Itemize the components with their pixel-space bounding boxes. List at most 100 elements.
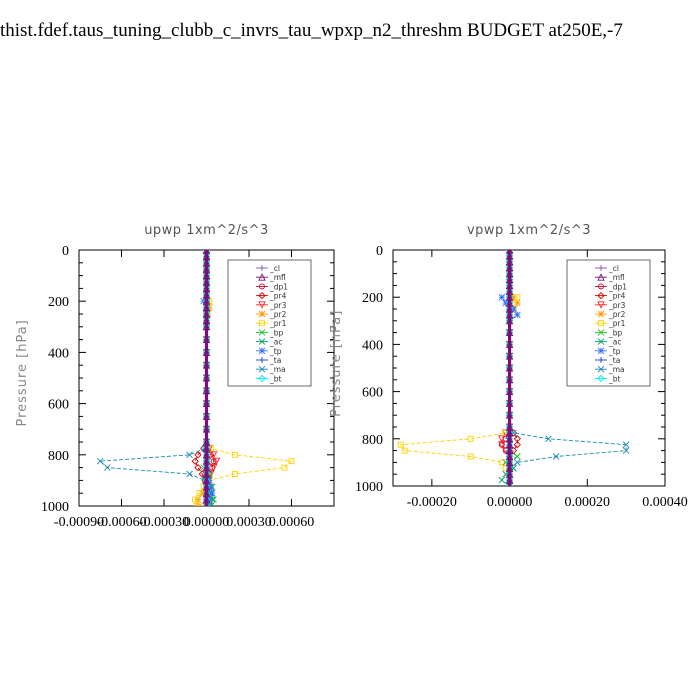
x-tick-label: 0.00000 <box>487 495 533 510</box>
x-tick-label: -0.00090 <box>54 515 104 530</box>
legend-marker <box>258 310 266 318</box>
series-point <box>202 386 211 395</box>
series-point <box>209 451 218 459</box>
legend-label: _pr1 <box>269 319 287 328</box>
series-point <box>202 502 211 506</box>
y-tick-label: 600 <box>48 398 69 413</box>
series-point <box>502 299 510 307</box>
series-point <box>203 502 210 506</box>
series-point <box>505 316 514 325</box>
series-point <box>498 459 505 466</box>
legend-marker <box>597 365 605 373</box>
legend-label: _pr2 <box>608 310 626 319</box>
series-point <box>514 311 521 319</box>
legend-label: _pr2 <box>269 310 287 319</box>
legend-label: _tp <box>608 347 621 356</box>
series-point <box>545 435 552 443</box>
legend-marker <box>258 291 266 300</box>
series-point <box>281 464 288 471</box>
series-mfl <box>202 250 211 506</box>
legend-label: _ma <box>608 365 625 374</box>
y-tick-label: 200 <box>48 295 69 310</box>
series-point <box>196 490 203 497</box>
series-point <box>202 412 211 420</box>
x-tick-label: -0.00020 <box>407 495 457 510</box>
series-point <box>505 375 514 384</box>
series-line <box>399 250 518 486</box>
y-axis-label: Pressure [hPa] <box>329 310 344 417</box>
series-point <box>622 447 630 454</box>
legend-marker <box>598 283 604 290</box>
series-point <box>186 470 193 478</box>
panel-title: upwp 1xm^2/s^3 <box>144 223 269 238</box>
series-point <box>231 471 238 477</box>
legend: _cl_mfl_dp1_pr4_pr3_pr2_pr1_bp_ac_tp_ta_… <box>227 259 312 387</box>
series-point <box>194 463 202 472</box>
y-tick-label: 400 <box>362 338 383 353</box>
legend-label: _pr4 <box>269 292 287 301</box>
legend-label: _pr1 <box>608 319 626 328</box>
legend-marker <box>258 329 266 336</box>
legend: _cl_mfl_dp1_pr4_pr3_pr2_pr1_bp_ac_tp_ta_… <box>566 259 651 387</box>
legend-label: _pr3 <box>608 301 626 310</box>
series-point <box>498 441 506 449</box>
legend-marker <box>258 347 266 355</box>
series-point <box>202 399 211 408</box>
series-point <box>467 453 474 460</box>
page-title: thist.fdef.taus_tuning_clubb_c_invrs_tau… <box>0 20 623 41</box>
legend-marker <box>259 357 265 363</box>
series-point <box>202 335 211 344</box>
legend-label: _ta <box>269 356 281 365</box>
series-point <box>510 305 517 313</box>
series-point <box>514 459 521 466</box>
series-point <box>191 457 199 465</box>
legend-marker <box>597 347 605 355</box>
series-point <box>209 464 218 472</box>
legend-marker <box>258 273 266 281</box>
legend-marker <box>597 374 605 383</box>
series-point <box>505 363 514 372</box>
legend-marker <box>598 320 604 327</box>
x-tick-label: -0.00030 <box>139 515 189 530</box>
x-tick-label: -0.00060 <box>96 515 146 530</box>
series-point <box>202 322 211 331</box>
y-tick-label: 1000 <box>355 480 383 495</box>
y-tick-label: 600 <box>362 386 383 401</box>
series-point <box>498 293 506 301</box>
legend-label: _mfl <box>608 273 625 282</box>
legend-marker <box>597 310 605 318</box>
series-point <box>192 496 199 503</box>
legend-label: _tp <box>269 347 282 356</box>
legend-marker <box>597 301 605 309</box>
series-point <box>193 503 200 506</box>
series-point <box>505 352 514 360</box>
series-point <box>513 441 521 449</box>
legend-marker <box>259 283 265 290</box>
legend-marker <box>597 273 605 281</box>
y-axis-label: Pressure [hPa] <box>15 319 30 426</box>
y-tick-label: 800 <box>362 433 383 448</box>
y-tick-label: 0 <box>376 244 383 259</box>
series-point <box>510 429 517 437</box>
legend-label: _bp <box>608 328 623 337</box>
panel-title: vpwp 1xm^2/s^3 <box>467 223 591 238</box>
legend-marker <box>258 374 266 383</box>
legend-marker <box>258 301 266 309</box>
series-point <box>514 294 521 301</box>
x-tick-label: 0.00000 <box>184 515 230 530</box>
legend-label: _dp1 <box>269 282 288 291</box>
legend-marker <box>598 265 604 271</box>
x-tick-label: 0.00030 <box>226 515 272 530</box>
series-point <box>208 489 216 497</box>
series-point <box>202 373 211 382</box>
series-mfl <box>505 250 514 486</box>
series-point <box>505 387 514 396</box>
legend-label: _cl <box>608 264 619 273</box>
series-point <box>505 328 514 337</box>
legend-box <box>566 259 651 387</box>
series-point <box>202 348 211 356</box>
series-pr1 <box>397 250 521 486</box>
series-point <box>207 483 215 491</box>
legend-marker <box>258 338 266 345</box>
